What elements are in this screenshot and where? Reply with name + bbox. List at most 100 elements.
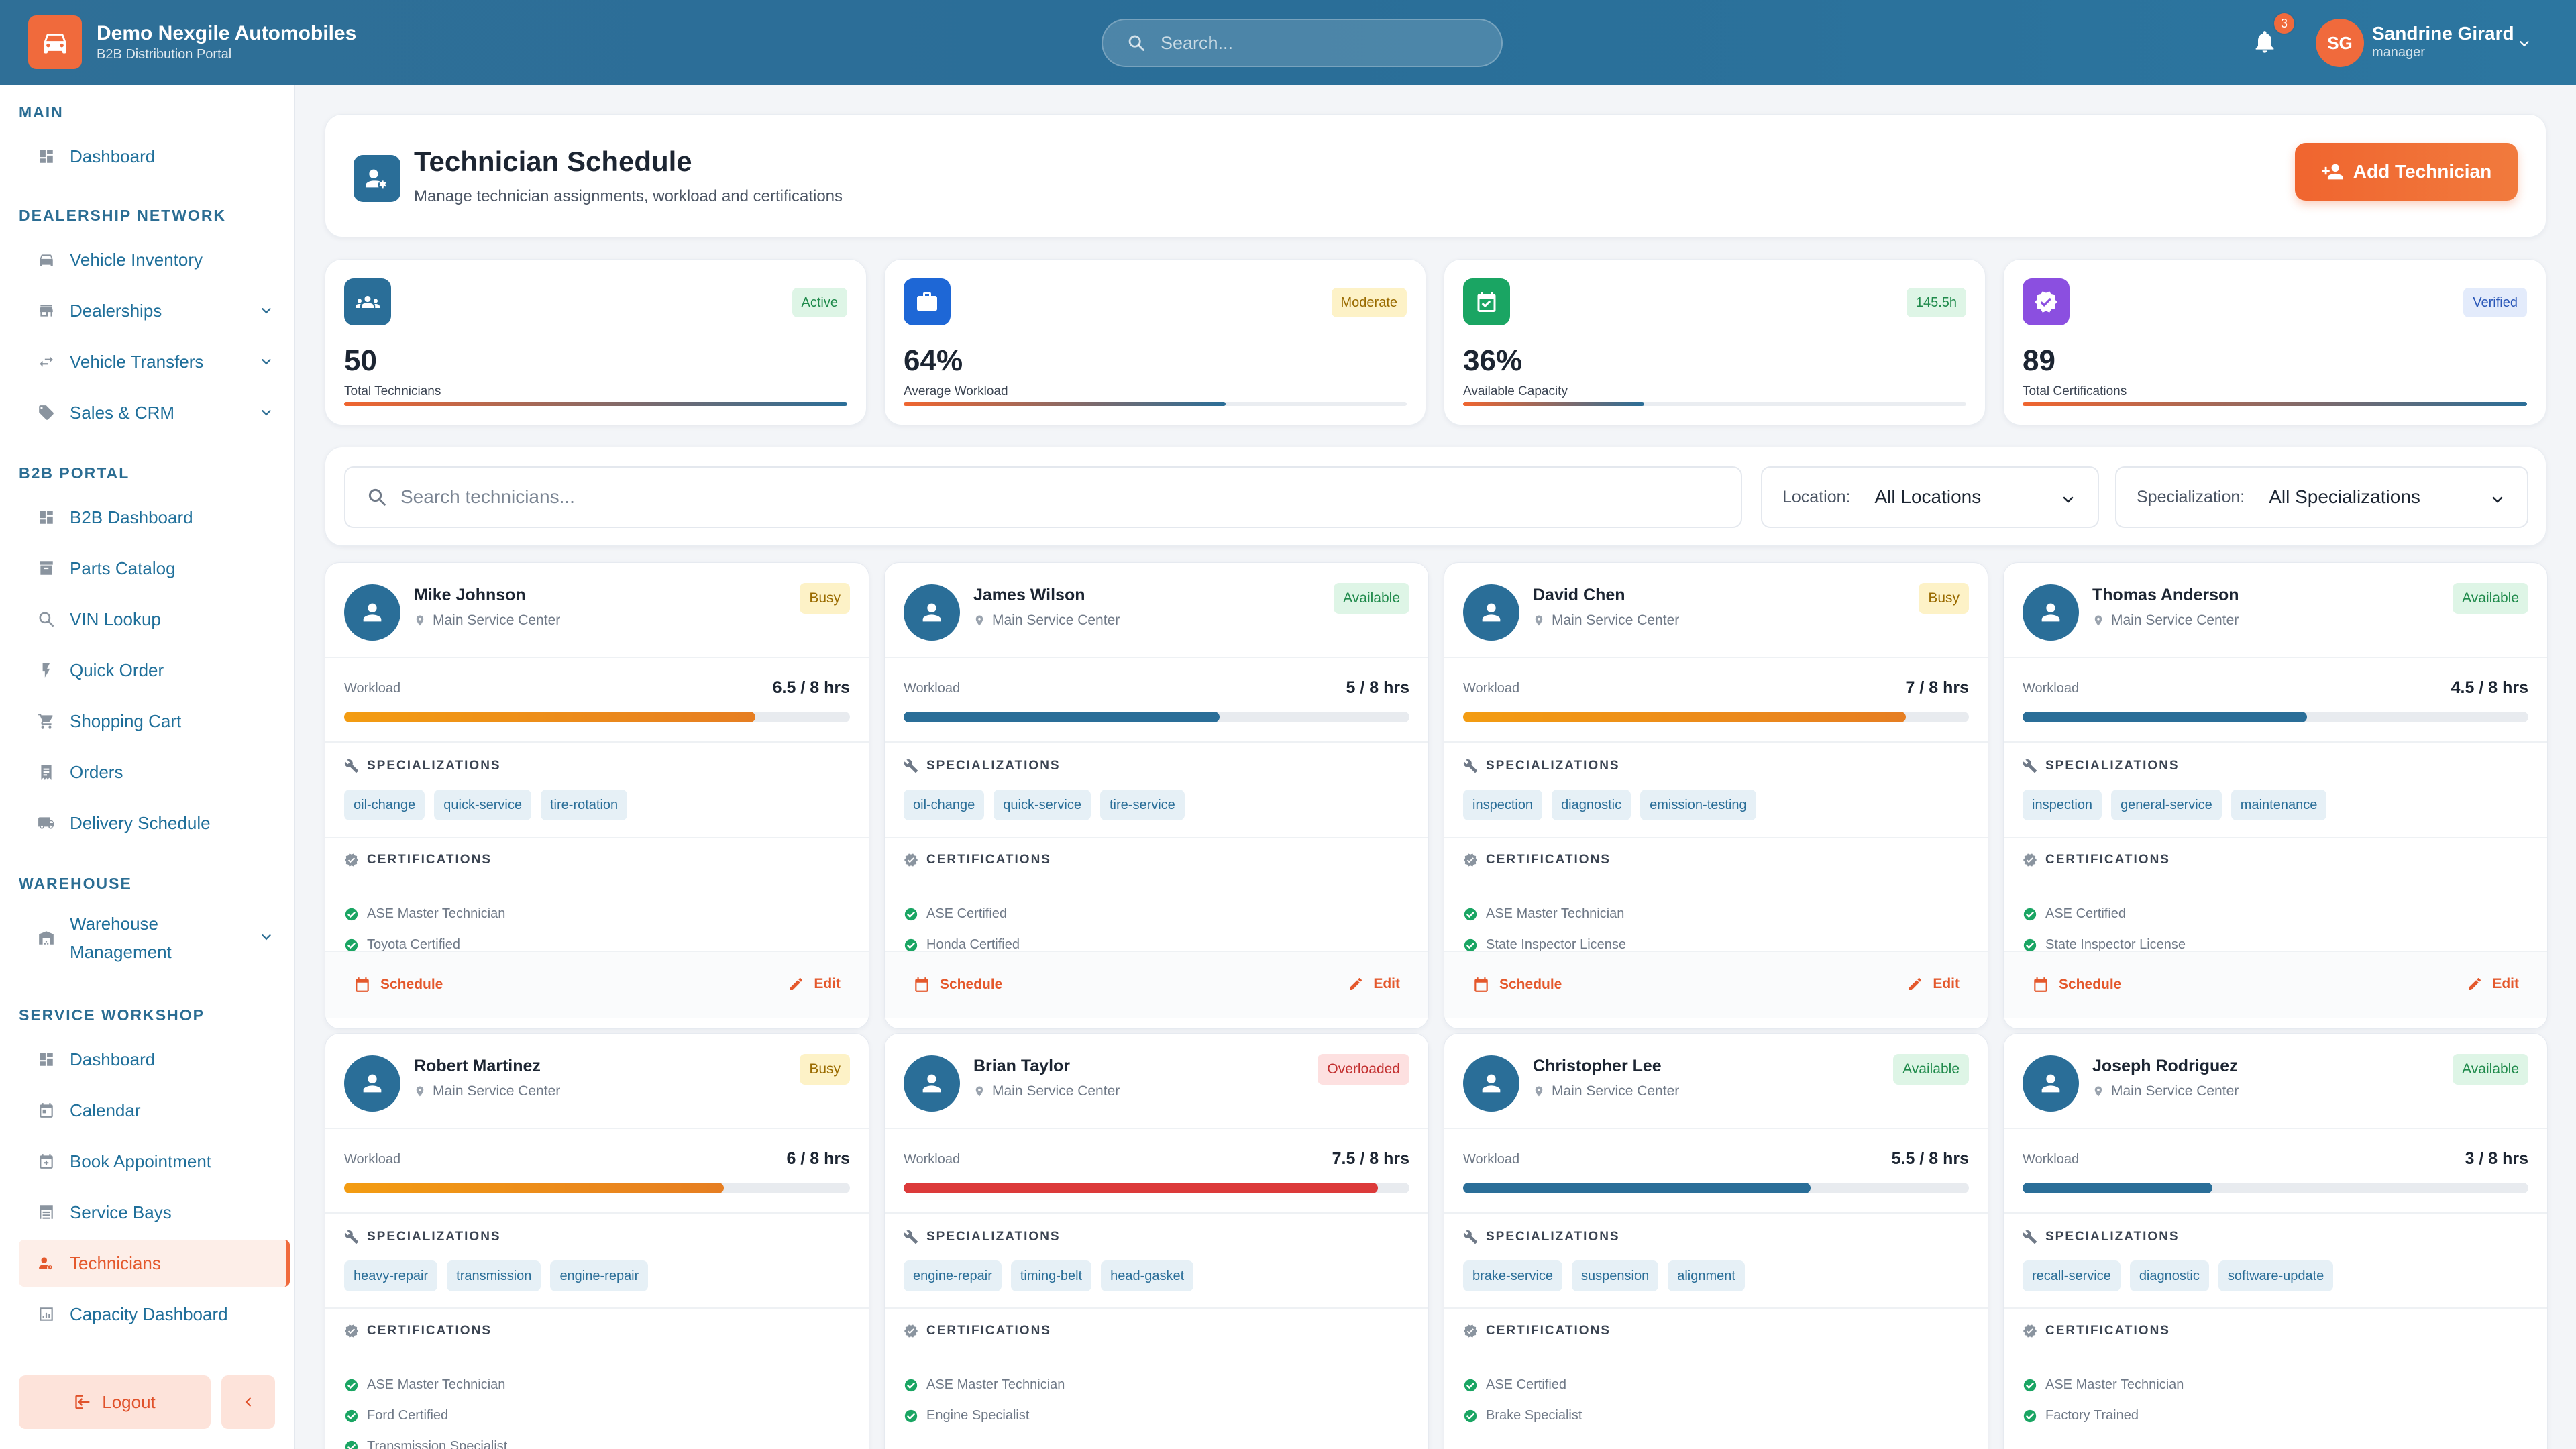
specialization-tag: engine-repair [904, 1260, 1002, 1291]
location-select[interactable]: Location: All Locations [1761, 466, 2099, 528]
stat-available-capacity: 145.5h 36% Available Capacity [1444, 259, 1986, 425]
technician-location: Main Service Center [1533, 1083, 1679, 1099]
chevron-down-icon[interactable] [259, 405, 274, 420]
technician-location: Main Service Center [1533, 612, 1679, 629]
chevron-down-icon[interactable] [259, 303, 274, 318]
location-pin-icon [1533, 1085, 1552, 1098]
specializations-label: SPECIALIZATIONS [1486, 1230, 1620, 1244]
sidebar-item-dealerships[interactable]: Dealerships [19, 287, 290, 334]
brand: Demo Nexgile Automobiles B2B Distributio… [97, 21, 356, 63]
edit-icon [788, 976, 814, 992]
notification-badge: 3 [2273, 12, 2296, 35]
edit-button[interactable]: Edit [1348, 976, 1400, 992]
specializations-heading: SPECIALIZATIONS [2023, 1230, 2180, 1244]
divider [885, 741, 1428, 743]
workload-value: 5 / 8 hrs [1346, 678, 1410, 697]
stat-total-technicians: Active 50 Total Technicians [325, 259, 867, 425]
sidebar-item-parts-catalog[interactable]: Parts Catalog [19, 545, 290, 592]
check-circle-icon [2023, 907, 2045, 922]
edit-label: Edit [814, 976, 841, 991]
schedule-button[interactable]: Schedule [1472, 976, 1562, 994]
sidebar-item-book-appointment[interactable]: Book Appointment [19, 1138, 290, 1185]
card-footer: Schedule Edit [325, 951, 869, 1018]
stat-value: 64% [904, 344, 963, 377]
person-icon [1463, 584, 1519, 641]
technician-search-input[interactable]: Search technicians... [344, 466, 1742, 528]
certification-label: ASE Certified [926, 906, 1008, 921]
card-header: Mike Johnson Main Service Center Busy [325, 563, 869, 658]
technician-name[interactable]: Joseph Rodriguez [2092, 1057, 2238, 1075]
workload-fill [2023, 1183, 2212, 1193]
stat-total-certifications: Verified 89 Total Certifications [2003, 259, 2546, 425]
sidebar-item-capacity-dashboard[interactable]: Capacity Dashboard [19, 1291, 290, 1338]
divider [325, 1212, 869, 1214]
technician-name[interactable]: Brian Taylor [973, 1057, 1071, 1075]
sidebar-item-service-dashboard[interactable]: Dashboard [19, 1036, 290, 1083]
divider [1444, 741, 1988, 743]
specialization-select[interactable]: Specialization: All Specializations [2115, 466, 2528, 528]
specialization-tags: oil-change quick-service tire-rotation [344, 790, 628, 820]
sidebar-item-vin-lookup[interactable]: VIN Lookup [19, 596, 290, 643]
avatar[interactable]: SG [2316, 19, 2364, 67]
sidebar-item-quick-order[interactable]: Quick Order [19, 647, 290, 694]
status-badge: Available [2453, 1054, 2528, 1085]
check-circle-icon [904, 938, 926, 953]
technician-name[interactable]: James Wilson [973, 586, 1085, 604]
verified-icon [344, 853, 367, 867]
sidebar-item-label: Dealerships [70, 300, 162, 321]
warehouse-icon [36, 928, 56, 948]
global-search-input[interactable]: Search... [1102, 19, 1503, 67]
specialization-tags: oil-change quick-service tire-service [904, 790, 1185, 820]
sidebar-item-shopping-cart[interactable]: Shopping Cart [19, 698, 290, 745]
certification-label: Transmission Specialist [367, 1439, 508, 1449]
car-logo-icon[interactable] [28, 15, 82, 69]
logout-button[interactable]: Logout [19, 1375, 211, 1429]
technician-name[interactable]: David Chen [1533, 586, 1625, 604]
schedule-button[interactable]: Schedule [2032, 976, 2121, 994]
sidebar-item-vehicle-inventory[interactable]: Vehicle Inventory [19, 236, 290, 283]
technician-card: James Wilson Main Service Center Available… [884, 562, 1429, 1029]
edit-button[interactable]: Edit [788, 976, 841, 992]
chevron-down-icon[interactable] [259, 930, 274, 945]
certification-label: ASE Master Technician [367, 1377, 506, 1392]
technician-name[interactable]: Christopher Lee [1533, 1057, 1662, 1075]
edit-button[interactable]: Edit [2467, 976, 2519, 992]
technician-name[interactable]: Mike Johnson [414, 586, 526, 604]
certifications-heading: CERTIFICATIONS [2023, 853, 2170, 867]
specialization-tag: head-gasket [1101, 1260, 1194, 1291]
chevron-down-icon[interactable] [259, 354, 274, 369]
check-circle-icon [344, 1440, 367, 1449]
sidebar-item-vehicle-transfers[interactable]: Vehicle Transfers [19, 338, 290, 385]
certification-item: ASE Master Technician [904, 1377, 1065, 1393]
schedule-button[interactable]: Schedule [354, 976, 443, 994]
check-circle-icon [904, 1409, 926, 1424]
location-label: Main Service Center [2111, 612, 2239, 628]
sidebar-item-calendar[interactable]: Calendar [19, 1087, 290, 1134]
add-technician-button[interactable]: Add Technician [2295, 143, 2518, 201]
sidebar-item-orders[interactable]: Orders [19, 749, 290, 796]
technician-name[interactable]: Robert Martinez [414, 1057, 541, 1075]
schedule-button[interactable]: Schedule [913, 976, 1002, 994]
sidebar-item-technicians[interactable]: Technicians [19, 1240, 290, 1287]
technician-name[interactable]: Thomas Anderson [2092, 586, 2239, 604]
bell-icon[interactable] [2251, 27, 2278, 56]
verified-icon [2023, 1324, 2045, 1338]
location-value: All Locations [1874, 486, 1982, 507]
verified-icon [904, 1324, 926, 1338]
user-info[interactable]: Sandrine Girard manager [2372, 23, 2514, 60]
certification-label: ASE Master Technician [367, 906, 506, 921]
technician-location: Main Service Center [2092, 1083, 2239, 1099]
section-b2b: B2B PORTAL [19, 464, 130, 482]
collapse-sidebar-button[interactable] [221, 1375, 275, 1429]
sidebar-item-dashboard[interactable]: Dashboard [19, 133, 290, 180]
edit-button[interactable]: Edit [1907, 976, 1960, 992]
sidebar-item-b2b-dashboard[interactable]: B2B Dashboard [19, 494, 290, 541]
sidebar-item-warehouse-management[interactable]: Warehouse Management [19, 904, 290, 971]
chevron-down-icon[interactable] [2517, 36, 2532, 51]
specializations-label: SPECIALIZATIONS [367, 759, 501, 773]
sidebar-item-service-bays[interactable]: Service Bays [19, 1189, 290, 1236]
workload-track [904, 1183, 1409, 1193]
certification-item: State Inspector License [1463, 937, 1626, 953]
sidebar-item-delivery-schedule[interactable]: Delivery Schedule [19, 800, 290, 847]
sidebar-item-sales-crm[interactable]: Sales & CRM [19, 389, 290, 436]
